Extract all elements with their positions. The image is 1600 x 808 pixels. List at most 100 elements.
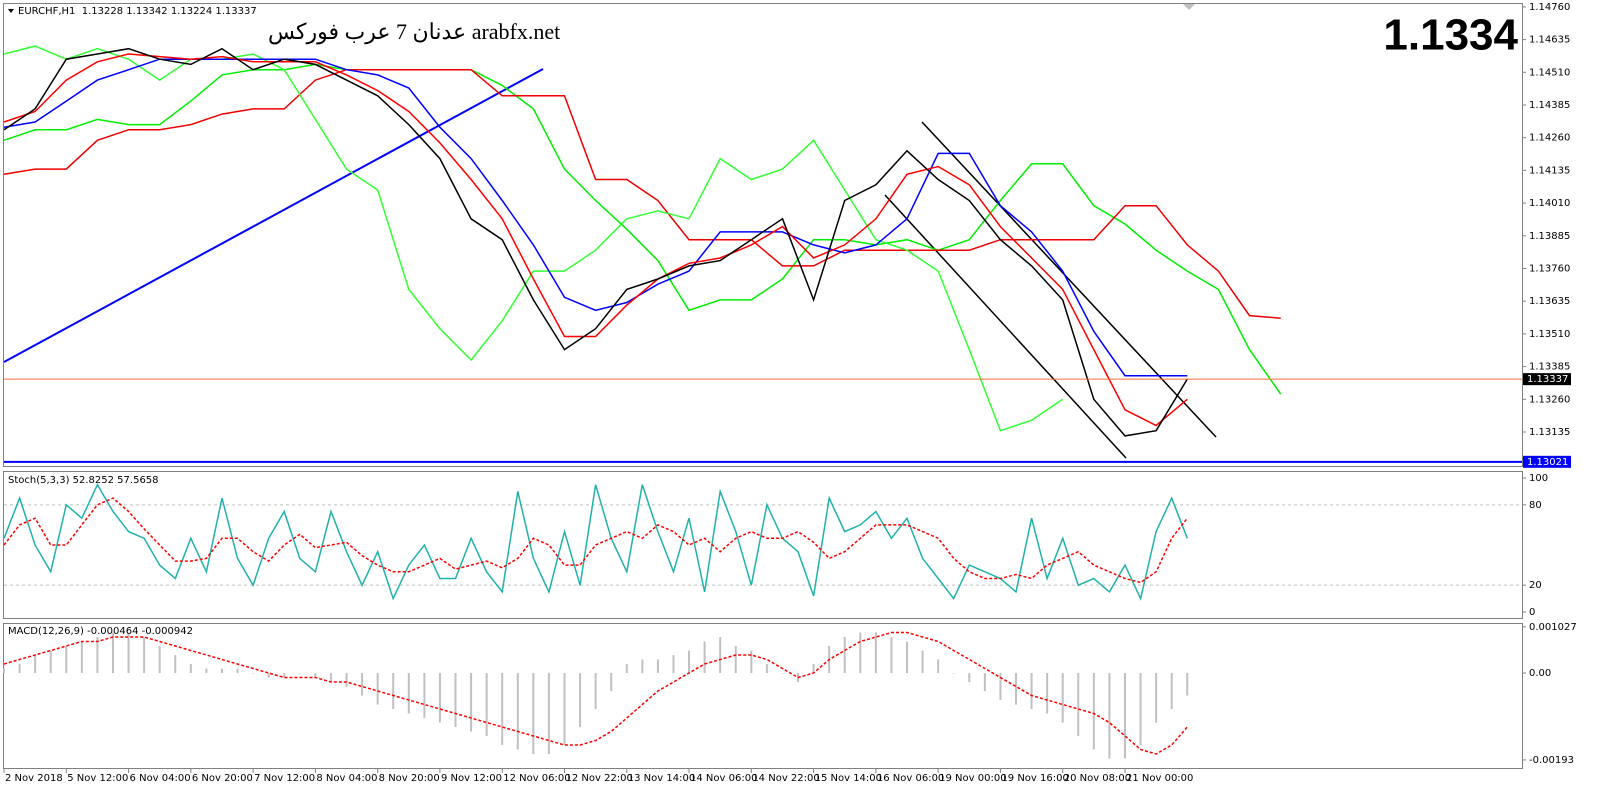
histogram-bar [345, 673, 348, 687]
histogram-bar [470, 673, 473, 732]
y-tick-label: 80 [1529, 500, 1542, 511]
histogram-bar [189, 664, 192, 674]
histogram-bar [329, 673, 332, 683]
series-line [3, 497, 1188, 584]
channel-line [921, 121, 1217, 438]
histogram-bar [1186, 673, 1189, 696]
histogram-bar [547, 673, 550, 755]
histogram-bar [111, 632, 114, 674]
x-tick-label: 16 Nov 06:00 [877, 773, 944, 784]
histogram-bar [158, 646, 161, 674]
y-tick-label: 20 [1529, 580, 1542, 591]
histogram-bar [438, 673, 441, 723]
indicator-title: MACD(12,26,9) -0.000464 -0.000942 [8, 626, 193, 637]
trend-line [3, 68, 544, 363]
histogram-bar [688, 650, 691, 674]
x-tick-label: 15 Nov 14:00 [815, 773, 882, 784]
histogram-bar [174, 655, 177, 674]
histogram-bar [127, 632, 130, 674]
chart-title: EURCHF,H1 1.13228 1.13342 1.13224 1.1333… [18, 6, 257, 17]
y-tick-label: 1.13885 [1529, 231, 1570, 242]
histogram-bar [625, 664, 628, 674]
y-tick-label: 0.001027 [1529, 622, 1577, 633]
x-tick-label: 14 Nov 06:00 [690, 773, 757, 784]
histogram-bar [1155, 673, 1158, 723]
histogram-bar [610, 673, 613, 692]
x-tick-label: 5 Nov 12:00 [67, 773, 128, 784]
histogram-bar [563, 673, 566, 746]
histogram-bar [236, 668, 239, 674]
histogram-bar [220, 668, 223, 674]
x-tick-label: 13 Nov 14:00 [628, 773, 695, 784]
histogram-bar [781, 673, 784, 674]
histogram-bar [1030, 673, 1033, 710]
y-tick-label: 1.14510 [1529, 67, 1570, 78]
histogram-bar [3, 668, 5, 674]
main-panel-frame [3, 3, 1523, 467]
histogram-bar [1108, 673, 1111, 759]
histogram-bar [1061, 673, 1064, 723]
histogram-bar [734, 646, 737, 674]
histogram-bar [80, 641, 83, 674]
histogram-bar [485, 673, 488, 737]
histogram-bar [1139, 673, 1142, 746]
histogram-bar [1015, 673, 1017, 705]
y-tick-label: 1.13760 [1529, 263, 1570, 274]
x-tick-label: 19 Nov 16:00 [1001, 773, 1068, 784]
histogram-bar [906, 641, 909, 674]
channel-line [884, 194, 1127, 459]
histogram-bar [594, 673, 597, 710]
plot-layer: 1.14760 1.14635 1.14510 1.14385 1.14260 1.141… [3, 2, 1577, 784]
histogram-bar [314, 673, 317, 678]
histogram-bar [937, 659, 940, 674]
histogram-bar [267, 673, 270, 678]
histogram-bar [579, 673, 582, 728]
y-tick-label: 1.13510 [1529, 329, 1570, 340]
series-line [3, 45, 1064, 432]
histogram-bar [719, 637, 722, 674]
series-line [3, 631, 1188, 755]
histogram-bar [921, 650, 924, 674]
y-tick-label: 1.13385 [1529, 362, 1570, 373]
histogram-bar [34, 655, 37, 674]
last-price: 1.1334 [1383, 11, 1518, 60]
histogram-bar [407, 673, 410, 714]
x-tick-label: 2 Nov 2018 [5, 773, 63, 784]
histogram-bar [812, 664, 815, 674]
histogram-bar [252, 673, 255, 674]
price-label-box [1523, 455, 1571, 468]
y-tick-label: 1.14385 [1529, 100, 1570, 111]
y-tick-label: 1.13260 [1529, 394, 1570, 405]
y-tick-label: 1.13135 [1529, 427, 1570, 438]
series-line [3, 47, 1188, 437]
histogram-bar [999, 673, 1002, 701]
histogram-bar [859, 632, 862, 674]
histogram-bar [983, 673, 986, 692]
x-tick-label: 6 Nov 04:00 [130, 773, 191, 784]
y-tick-label: 1.13635 [1529, 296, 1570, 307]
histogram-bar [298, 673, 301, 674]
histogram-bar [283, 673, 286, 678]
y-tick-label: -0.00193 [1529, 755, 1574, 766]
x-tick-label: 21 Nov 00:00 [1126, 773, 1193, 784]
y-tick-label: 1.14760 [1529, 2, 1570, 13]
histogram-bar [703, 641, 706, 674]
y-tick-label: 0 [1529, 607, 1535, 618]
x-tick-label: 19 Nov 00:00 [939, 773, 1006, 784]
histogram-bar [1170, 673, 1173, 710]
x-tick-label: 6 Nov 20:00 [192, 773, 253, 784]
histogram-bar [423, 673, 426, 719]
histogram-bar [890, 637, 893, 674]
macd-panel-frame [3, 623, 1523, 769]
histogram-bar [516, 673, 519, 750]
histogram-bar [454, 673, 457, 728]
x-tick-label: 7 Nov 12:00 [254, 773, 315, 784]
shift-marker [1183, 4, 1195, 10]
x-tick-label: 12 Nov 22:00 [565, 773, 632, 784]
price-label: 1.13021 [1527, 457, 1568, 468]
watermark: عدنان 7 عرب فوركس arabfx.net [268, 19, 560, 45]
histogram-bar [952, 673, 955, 674]
